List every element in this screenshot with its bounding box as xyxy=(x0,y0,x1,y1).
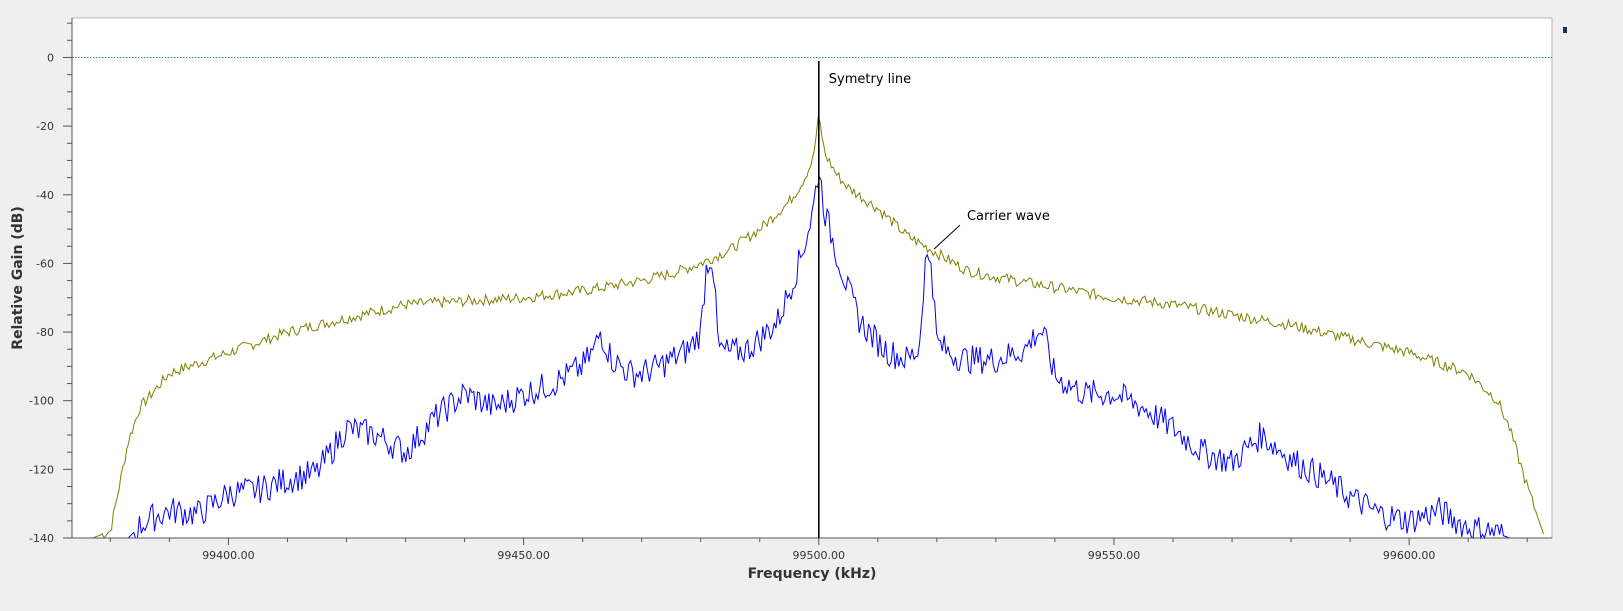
symmetry-line-label: Symetry line xyxy=(829,72,911,87)
y-tick-label: -40 xyxy=(36,189,54,202)
x-tick-label: 99550.00 xyxy=(1088,549,1141,562)
y-tick-label: -100 xyxy=(29,395,54,408)
y-tick-label: -140 xyxy=(29,532,54,545)
plot-area xyxy=(71,17,1553,539)
x-tick-label: 99450.00 xyxy=(497,549,550,562)
y-tick-label: -120 xyxy=(29,463,54,476)
y-axis-title: Relative Gain (dB) xyxy=(10,206,26,350)
y-tick-label: -80 xyxy=(36,326,54,339)
x-tick-label: 99500.00 xyxy=(793,549,846,562)
x-tick-label: 99400.00 xyxy=(202,549,255,562)
y-tick-label: -20 xyxy=(36,120,54,133)
y-tick-label: -60 xyxy=(36,257,54,270)
x-axis-title: Frequency (kHz) xyxy=(748,566,877,582)
x-tick-label: 99600.00 xyxy=(1383,549,1436,562)
right-edge-marker xyxy=(1563,27,1567,33)
carrier-wave-pointer xyxy=(933,224,961,250)
carrier-wave-label: Carrier wave xyxy=(967,209,1050,224)
y-tick-label: 0 xyxy=(47,51,54,64)
